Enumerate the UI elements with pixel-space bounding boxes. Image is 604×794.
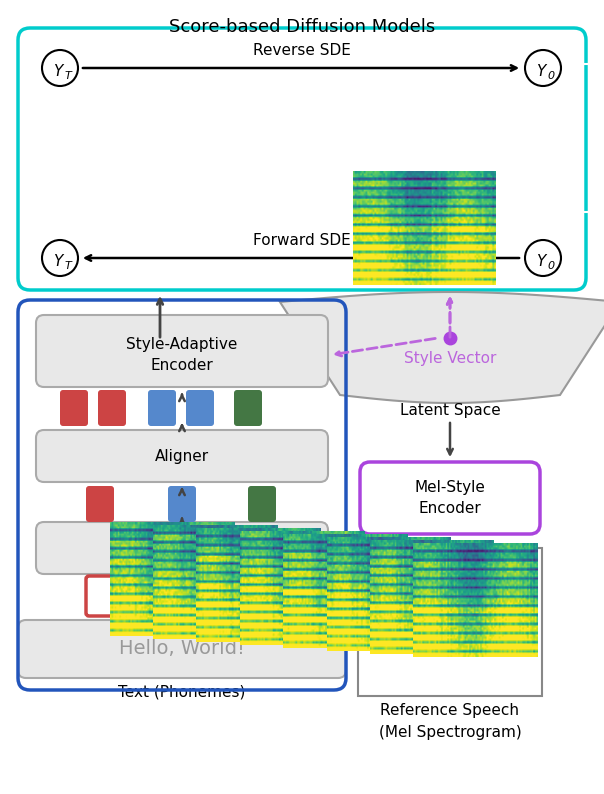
Bar (156, 84, 316, 232)
Text: Y: Y (536, 253, 545, 268)
FancyBboxPatch shape (98, 390, 126, 426)
Text: Y: Y (53, 253, 63, 268)
Text: Style Vector: Style Vector (404, 350, 496, 365)
Text: Latent Space: Latent Space (400, 403, 500, 418)
FancyBboxPatch shape (186, 390, 214, 426)
Circle shape (525, 50, 561, 86)
Bar (268, 76, 428, 224)
Bar (324, 72, 484, 220)
Bar (212, 80, 372, 228)
FancyBboxPatch shape (168, 486, 196, 522)
Text: Mel-Style
Encoder: Mel-Style Encoder (414, 480, 486, 516)
FancyBboxPatch shape (248, 576, 276, 616)
Text: Score-based Diffusion Models: Score-based Diffusion Models (169, 18, 435, 36)
FancyBboxPatch shape (60, 390, 88, 426)
Text: (Mel Spectrogram): (Mel Spectrogram) (379, 724, 521, 739)
Text: Text Encoder: Text Encoder (133, 541, 231, 556)
Text: 0: 0 (547, 71, 554, 81)
Text: T: T (65, 71, 71, 81)
Text: Style-Adaptive
Encoder: Style-Adaptive Encoder (126, 337, 238, 373)
Text: Hello, World!: Hello, World! (119, 639, 245, 658)
FancyBboxPatch shape (248, 486, 276, 522)
FancyBboxPatch shape (86, 486, 114, 522)
Text: T: T (65, 261, 71, 271)
Text: Reference Speech: Reference Speech (381, 703, 519, 718)
Bar (380, 68, 540, 216)
Circle shape (525, 240, 561, 276)
Text: Reverse SDE: Reverse SDE (253, 43, 351, 58)
Bar (358, 548, 542, 696)
FancyBboxPatch shape (36, 315, 328, 387)
Text: Text (Phonemes): Text (Phonemes) (118, 684, 246, 700)
Bar (100, 88, 260, 236)
Text: Aligner: Aligner (155, 449, 209, 464)
Circle shape (42, 240, 78, 276)
Bar (436, 64, 596, 212)
FancyBboxPatch shape (36, 522, 328, 574)
Bar (44, 92, 204, 240)
FancyBboxPatch shape (86, 576, 114, 616)
Circle shape (42, 50, 78, 86)
FancyBboxPatch shape (360, 462, 540, 534)
FancyBboxPatch shape (148, 390, 176, 426)
Text: 0: 0 (547, 261, 554, 271)
FancyBboxPatch shape (168, 576, 196, 616)
Text: Forward SDE: Forward SDE (253, 233, 351, 248)
FancyBboxPatch shape (234, 390, 262, 426)
FancyBboxPatch shape (18, 620, 346, 678)
FancyBboxPatch shape (36, 430, 328, 482)
Text: Y: Y (53, 64, 63, 79)
Polygon shape (280, 292, 604, 403)
Text: Y: Y (536, 64, 545, 79)
